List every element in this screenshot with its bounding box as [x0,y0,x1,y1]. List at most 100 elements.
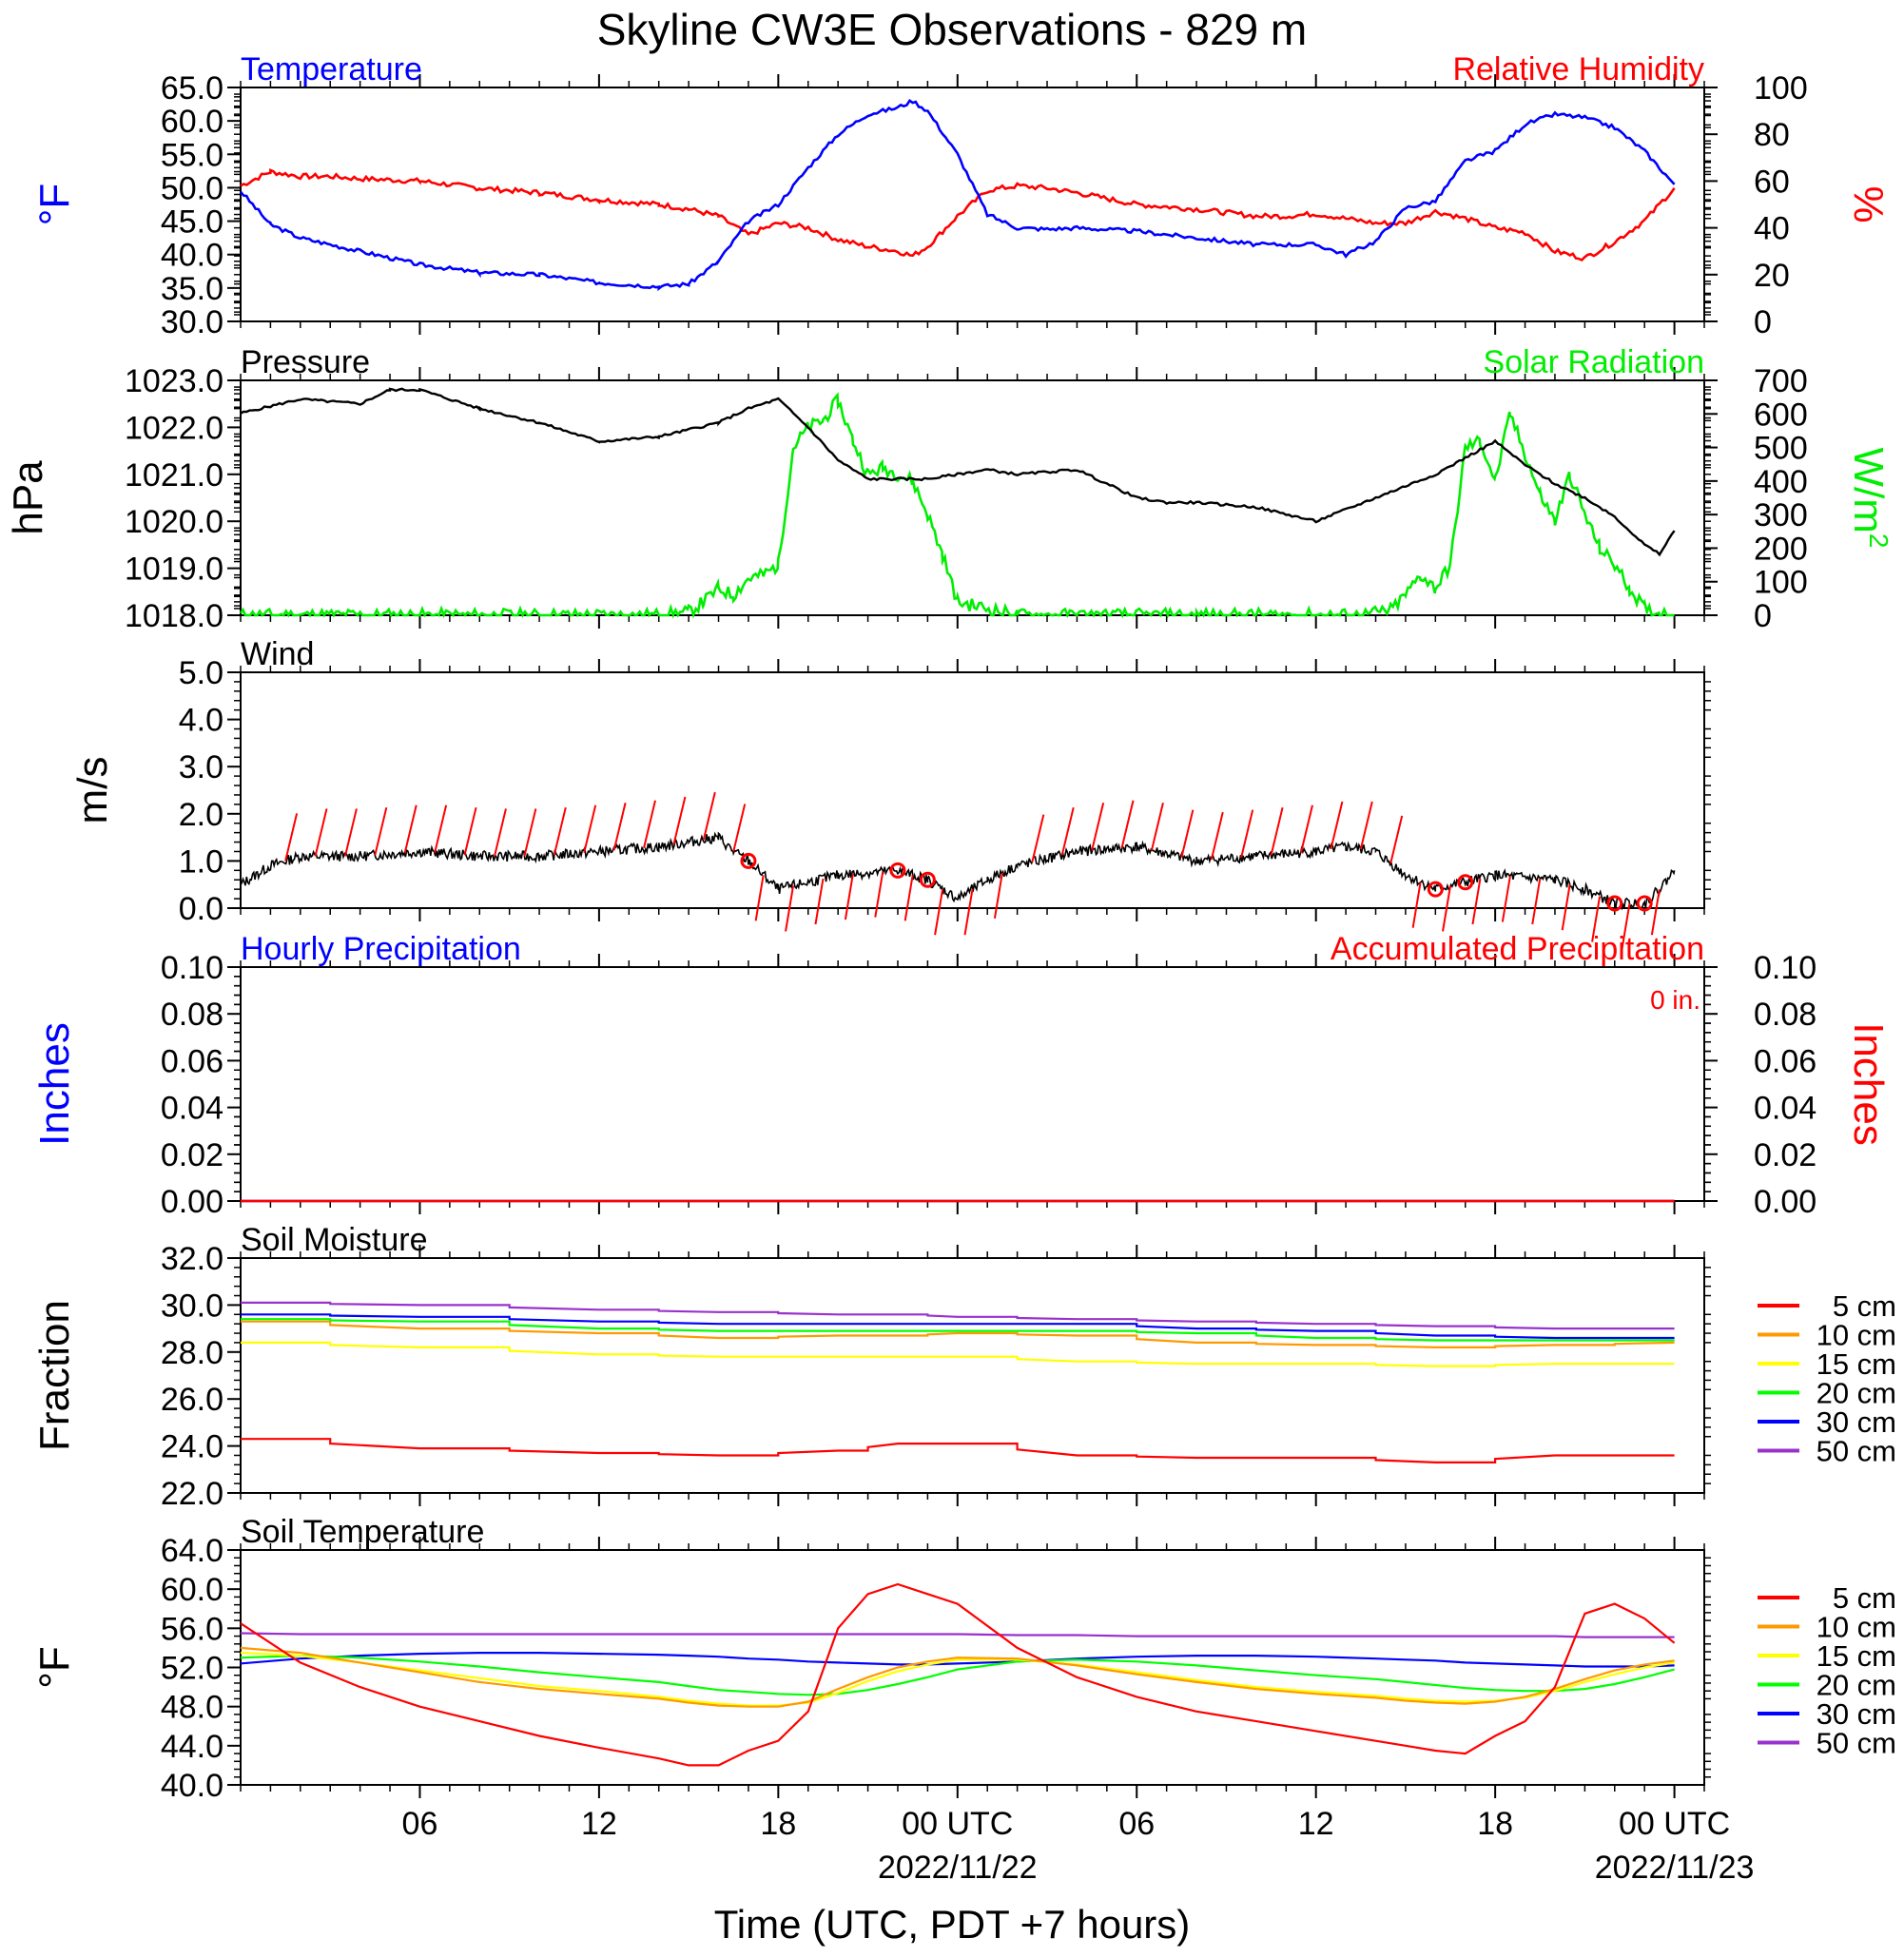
y-axis-label-soil-temp: °F [31,1646,78,1688]
wind-barb [1650,888,1661,936]
wind-barb [754,875,765,921]
series-line-wind [240,831,1676,911]
y-tick-label-humidity: 0 [1754,304,1772,340]
y-tick-label-wind: 4.0 [179,703,223,739]
y-tick-label-soil-moisture: 22.0 [161,1476,223,1512]
legend-label: 10 cm [1817,1611,1896,1644]
y-tick-label-solar: 600 [1754,397,1808,433]
y-tick-label-temperature: 35.0 [161,271,223,307]
y-tick-label-soil-temp: 56.0 [161,1611,223,1647]
y-tick-label-precip-hourly: 0.04 [161,1091,223,1127]
wind-barb [1591,896,1602,942]
y-tick-label-soil-temp: 64.0 [161,1533,223,1569]
series-line-soil-moisture-10cm [241,1320,1675,1349]
y-tick-label-temperature: 60.0 [161,104,223,140]
wind-barb [993,872,1003,919]
x-tick-label: 12 [581,1806,617,1842]
series-line-soil-temp-50cm [240,1632,1675,1638]
wind-barb [434,804,448,853]
legend-label: 30 cm [1817,1405,1896,1439]
wind-barb [1270,806,1284,856]
wind-barb [1300,804,1313,853]
legend-label: 50 cm [1817,1435,1896,1468]
y-tick-label-temperature: 50.0 [161,170,223,206]
y-axis-label-solar-exponent: 2 [1864,533,1894,549]
x-axis-label: Time (UTC, PDT +7 hours) [713,1902,1191,1947]
x-tick-label: 18 [1477,1806,1513,1842]
wind-calm-marker [1427,881,1444,898]
wind-barb [643,800,656,848]
y-tick-label-solar: 200 [1754,531,1808,567]
x-tick-label: 06 [1118,1806,1155,1842]
series-line-pressure [240,387,1676,557]
legend-label: 5 cm [1833,1581,1896,1615]
legend-label: 10 cm [1817,1319,1896,1352]
y-tick-label-soil-temp: 40.0 [161,1768,223,1804]
y-tick-label-precip-accum: 0.10 [1754,950,1817,986]
y-tick-label-solar: 0 [1754,598,1772,634]
wind-barb [844,873,854,920]
wind-barb [963,888,974,936]
series-line-soil-moisture-20cm [241,1318,1675,1342]
y-tick-label-humidity: 60 [1754,164,1790,200]
y-tick-label-precip-hourly: 0.10 [161,950,223,986]
wind-barb [1091,803,1105,851]
wind-barb [1359,801,1373,850]
y-tick-label-humidity: 80 [1754,117,1790,153]
wind-barb [1060,806,1075,856]
legend-label: 5 cm [1833,1289,1896,1323]
y-tick-label-temperature: 40.0 [161,238,223,274]
wind-barb [1210,811,1224,861]
y-tick-label-pressure: 1020.0 [125,504,223,540]
panel-title-accum-precip: Accumulated Precipitation [1331,931,1704,967]
x-date-label: 2022/11/23 [1595,1850,1755,1886]
y-tick-label-pressure: 1019.0 [125,552,223,588]
wind-barb [583,804,597,853]
legend-label: 15 cm [1817,1347,1896,1381]
y-axis-label-wind: m/s [69,757,116,824]
y-axis-label-soil-moisture: Fraction [31,1300,78,1451]
series-line-soil-temp-30cm [240,1651,1675,1668]
wind-barb [1330,801,1344,850]
series-line-soil-temp-5cm [240,1582,1676,1767]
panel-title-hourly-precip: Hourly Precipitation [241,931,521,967]
y-tick-label-solar: 700 [1754,363,1808,399]
wind-barb [1501,876,1511,922]
wind-barb [702,791,716,841]
y-tick-label-temperature: 55.0 [161,137,223,173]
x-tick-label: 00 UTC [902,1806,1013,1842]
series-line-soil-moisture-30cm [241,1313,1675,1340]
y-tick-label-soil-temp: 60.0 [161,1572,223,1608]
y-tick-label-precip-hourly: 0.02 [161,1137,223,1173]
series-line-temperature [239,98,1676,292]
panel-title-pressure: Pressure [241,344,370,380]
panel-title-soil-moisture: Soil Moisture [241,1222,428,1258]
y-tick-label-wind: 1.0 [179,843,223,880]
y-tick-label-precip-accum: 0.02 [1754,1137,1817,1173]
wind-barb [553,806,567,856]
series-line-soil-moisture-5cm [241,1438,1675,1464]
panel-title-humidity: Relative Humidity [1452,51,1704,87]
figure-title: Skyline CW3E Observations - 829 m [596,5,1308,54]
y-tick-label-soil-moisture: 32.0 [161,1241,223,1277]
y-tick-label-humidity: 100 [1754,70,1808,107]
y-tick-label-temperature: 65.0 [161,70,223,107]
y-tick-label-wind: 3.0 [179,749,223,785]
wind-barb [612,803,627,851]
y-tick-label-humidity: 40 [1754,211,1790,247]
y-tick-label-precip-hourly: 0.00 [161,1184,223,1220]
y-tick-label-precip-hourly: 0.06 [161,1043,223,1079]
y-axis-label-humidity: % [1845,185,1892,223]
y-axis-label-pressure: hPa [5,460,51,535]
wind-barb [523,808,537,857]
wind-barb [1150,803,1164,851]
plot-frame [240,1257,1705,1494]
y-tick-label-solar: 500 [1754,431,1808,467]
series-line-soil-temp-10cm [240,1646,1675,1708]
series-line-soil-moisture-50cm [241,1301,1675,1330]
wind-barb [463,806,477,856]
y-tick-label-pressure: 1023.0 [125,363,223,399]
plot-frame [240,671,1705,909]
